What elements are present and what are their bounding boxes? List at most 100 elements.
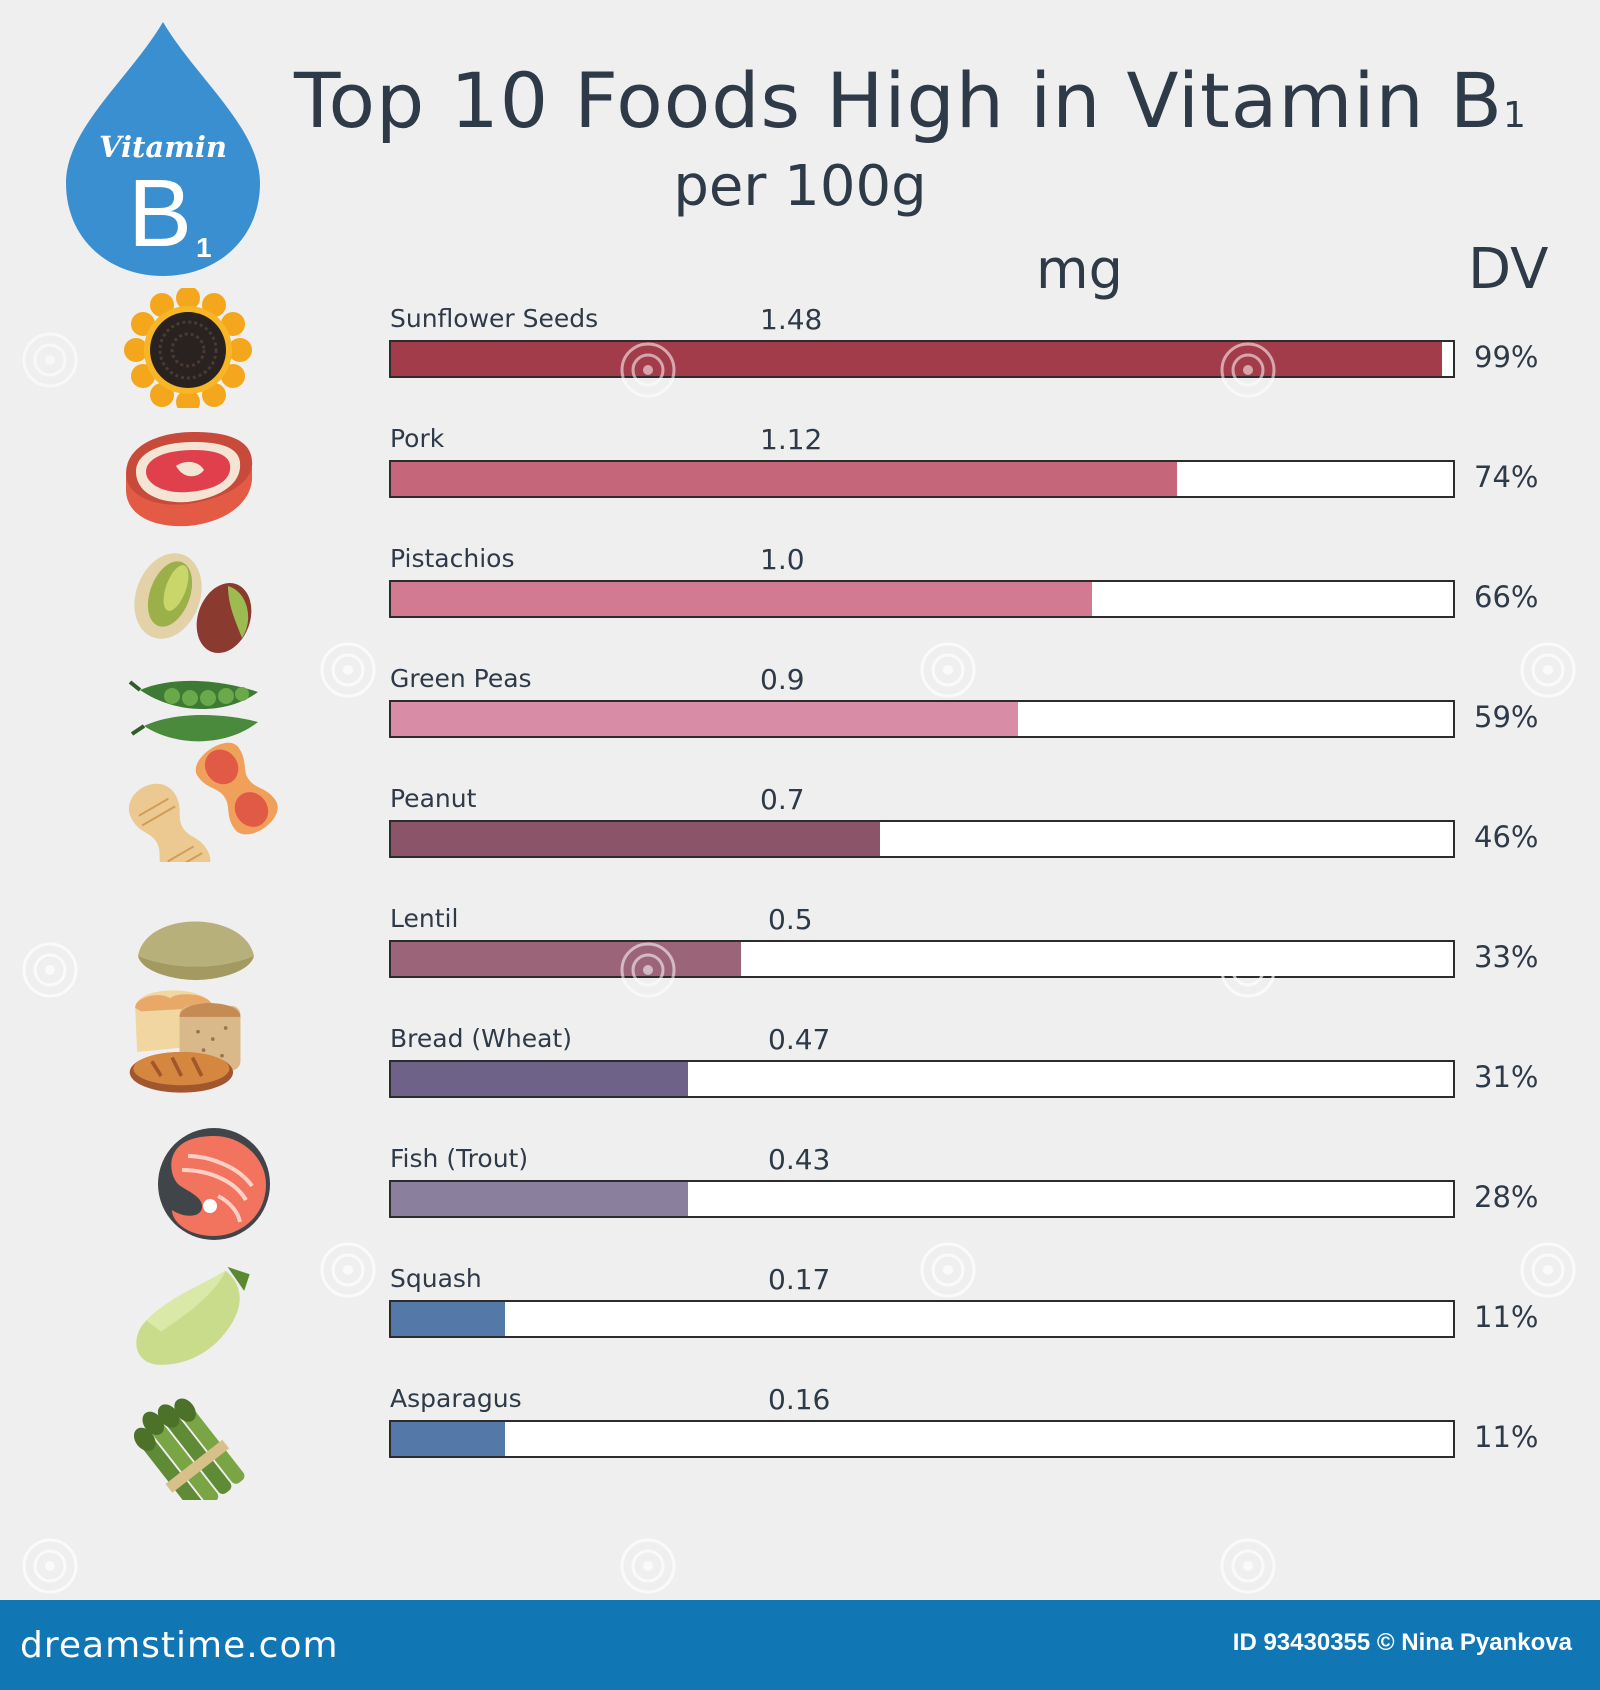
bar-row: Squash 0.17 11%	[0, 1264, 1600, 1374]
watermark-swirl-icon	[1220, 342, 1276, 398]
bar-fill	[391, 1422, 505, 1456]
bar-dv-label: 28%	[1474, 1180, 1539, 1214]
watermark-swirl-icon	[620, 342, 676, 398]
bar-track	[389, 580, 1455, 618]
bar-value-label: 1.0	[760, 543, 805, 576]
footer-credit: ID 93430355 © Nina Pyankova	[1232, 1629, 1572, 1656]
bar-dv-label: 11%	[1474, 1420, 1539, 1454]
chart-title: Top 10 Foods High in Vitamin B1	[294, 56, 1527, 161]
bar-row: Lentil 0.5 33%	[0, 904, 1600, 1014]
bar-value-label: 0.16	[768, 1383, 831, 1416]
bar-fill	[391, 702, 1018, 736]
bar-row: Bread (Wheat) 0.47 31%	[0, 1024, 1600, 1134]
bar-row: Pistachios 1.0 66%	[0, 544, 1600, 654]
bar-fill	[391, 1182, 688, 1216]
watermark-swirl-icon	[22, 942, 78, 998]
bar-fill	[391, 1302, 505, 1336]
bread-icon	[129, 990, 241, 1093]
bar-value-label: 0.43	[768, 1143, 831, 1176]
watermark-swirl-icon	[620, 1538, 676, 1594]
chart-subtitle: per 100g	[0, 152, 1600, 222]
footer-bar: dreamstime.com ID 93430355 © Nina Pyanko…	[0, 1600, 1600, 1690]
bar-track	[389, 820, 1455, 858]
badge-letter: B	[128, 160, 193, 267]
green-peas-icon	[128, 680, 258, 742]
bar-dv-label: 99%	[1474, 340, 1539, 374]
bar-dv-label: 33%	[1474, 940, 1539, 974]
footer-brand: dreamstime.com	[20, 1625, 339, 1666]
bar-fill	[391, 822, 880, 856]
bar-value-label: 0.17	[768, 1263, 831, 1296]
bar-value-label: 0.5	[768, 903, 813, 936]
squash-icon	[136, 1266, 250, 1365]
bar-dv-label: 31%	[1474, 1060, 1539, 1094]
bar-track	[389, 340, 1455, 378]
bar-row: Peanut 0.7 46%	[0, 784, 1600, 894]
bar-fill	[391, 342, 1442, 376]
watermark-swirl-icon	[320, 1242, 376, 1298]
fish-steak-icon	[158, 1128, 270, 1240]
bar-label: Pork	[390, 424, 445, 453]
watermark-swirl-icon	[22, 1538, 78, 1594]
bar-row: Asparagus 0.16 11%	[0, 1384, 1600, 1494]
bar-track	[389, 700, 1455, 738]
bar-dv-label: 11%	[1474, 1300, 1539, 1334]
bar-row: Green Peas 0.9 59%	[0, 664, 1600, 774]
bar-row: Pork 1.12 74%	[0, 424, 1600, 534]
bar-label: Fish (Trout)	[390, 1144, 529, 1173]
bar-dv-label: 74%	[1474, 460, 1539, 494]
bar-label: Lentil	[390, 904, 459, 933]
bar-label: Asparagus	[390, 1384, 522, 1413]
watermark-swirl-icon	[920, 1242, 976, 1298]
mg-column-heading: mg	[1036, 238, 1123, 301]
watermark-swirl-icon	[620, 942, 676, 998]
bar-value-label: 0.9	[760, 663, 805, 696]
bar-value-label: 0.7	[760, 783, 805, 816]
watermark-swirl-icon	[1520, 642, 1576, 698]
bar-fill	[391, 582, 1092, 616]
bar-label: Sunflower Seeds	[390, 304, 599, 333]
bar-label: Squash	[390, 1264, 482, 1293]
dv-column-heading: DV	[1468, 237, 1549, 302]
watermark-swirl-icon	[1220, 1538, 1276, 1594]
bar-track	[389, 1300, 1455, 1338]
watermark-swirl-icon	[320, 642, 376, 698]
bar-track	[389, 940, 1455, 978]
bar-value-label: 1.48	[760, 303, 823, 336]
badge-vitamin-text: Vitamin	[99, 130, 227, 164]
bar-fill	[391, 462, 1177, 496]
water-drop-icon	[66, 22, 260, 276]
bar-track	[389, 1420, 1455, 1458]
peanut-icon	[129, 742, 278, 862]
bar-value-label: 1.12	[760, 423, 823, 456]
bar-dv-label: 66%	[1474, 580, 1539, 614]
pork-steak-icon	[126, 432, 253, 527]
bar-value-label: 0.47	[768, 1023, 831, 1056]
vitamin-drop-badge: Vitamin B 1	[60, 18, 266, 278]
bar-dv-label: 46%	[1474, 820, 1539, 854]
watermark-swirl-icon	[22, 332, 78, 388]
bar-track	[389, 460, 1455, 498]
watermark-swirl-icon	[1520, 1242, 1576, 1298]
chart-title-text: Top 10 Foods High in Vitamin B	[294, 56, 1503, 145]
bar-dv-label: 59%	[1474, 700, 1539, 734]
sunflower-icon	[124, 288, 252, 408]
bar-row: Sunflower Seeds 1.48 99%	[0, 304, 1600, 414]
bar-label: Bread (Wheat)	[390, 1024, 572, 1053]
bar-fill	[391, 942, 741, 976]
bar-track	[389, 1180, 1455, 1218]
bar-label: Green Peas	[390, 664, 532, 693]
bar-label: Pistachios	[390, 544, 515, 573]
watermark-swirl-icon	[920, 642, 976, 698]
bar-track	[389, 1060, 1455, 1098]
chart-subtitle-text: per 100g	[673, 154, 927, 219]
badge-subscript: 1	[196, 232, 212, 263]
pistachio-icon	[134, 553, 252, 653]
bar-label: Peanut	[390, 784, 477, 813]
lentil-icon	[138, 921, 254, 980]
watermark-swirl-icon	[1220, 942, 1276, 998]
bar-row: Fish (Trout) 0.43 28%	[0, 1144, 1600, 1254]
chart-title-subscript: 1	[1502, 95, 1527, 136]
bar-fill	[391, 1062, 688, 1096]
